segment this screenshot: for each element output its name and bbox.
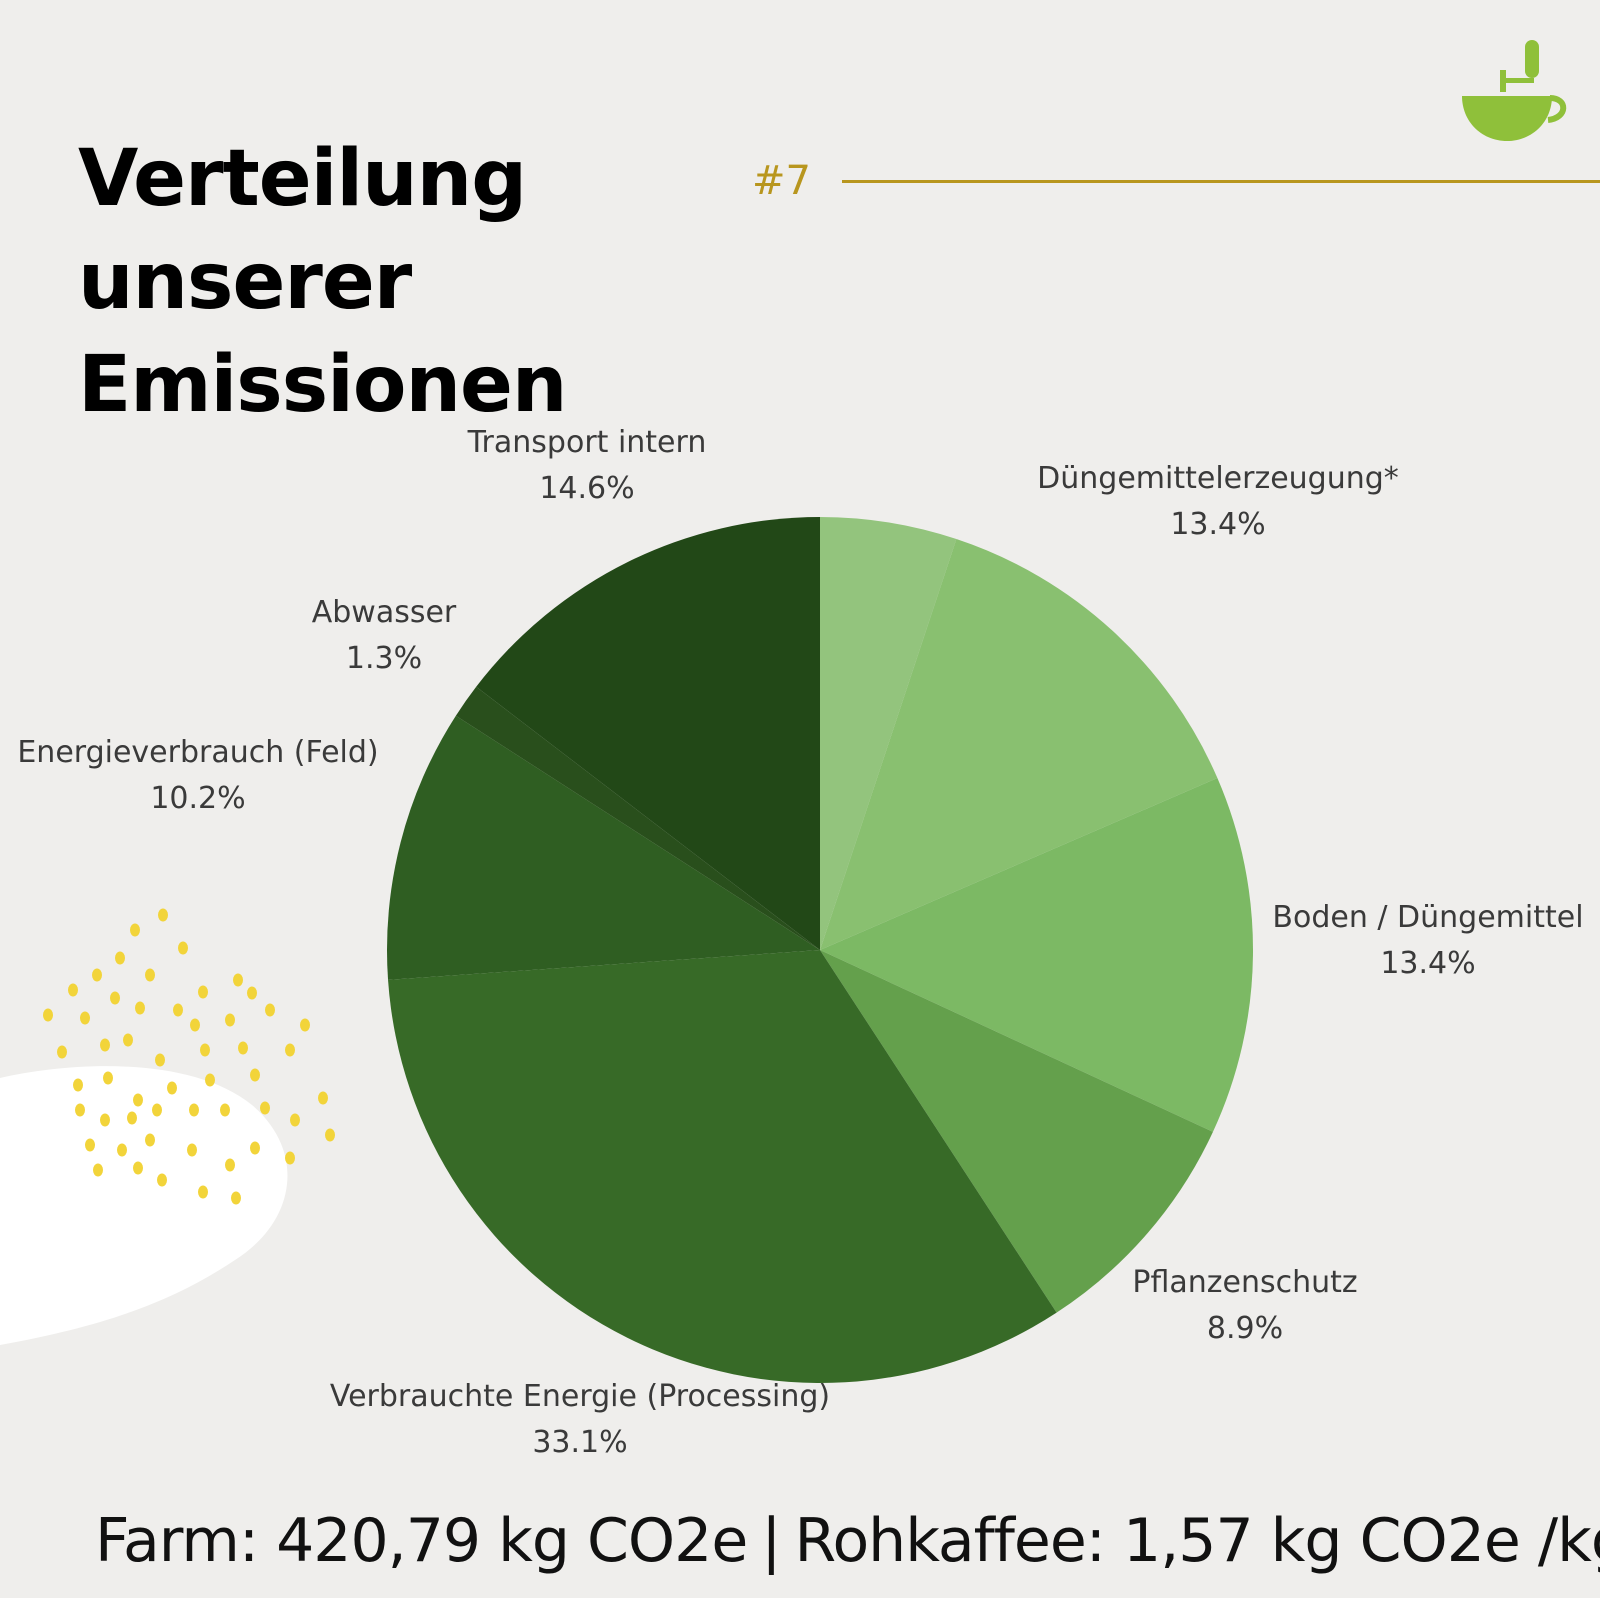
slice-label: Abwasser bbox=[312, 595, 457, 630]
coffee-cup-grinder-icon bbox=[1462, 40, 1567, 141]
yellow-dot bbox=[157, 1173, 167, 1187]
yellow-dot bbox=[75, 1103, 85, 1117]
yellow-dot bbox=[285, 1043, 295, 1057]
footer-rohkaffee: Rohkaffee: 1,57 kg CO2e /kg bbox=[794, 1506, 1600, 1576]
yellow-dot bbox=[123, 1033, 133, 1047]
footer-separator: | bbox=[761, 1506, 781, 1576]
yellow-dot bbox=[145, 1133, 155, 1147]
pie-slices bbox=[387, 517, 1254, 1384]
yellow-dot bbox=[250, 1141, 260, 1155]
yellow-dot bbox=[135, 1001, 145, 1015]
yellow-dot bbox=[325, 1128, 335, 1142]
yellow-dot bbox=[225, 1013, 235, 1027]
slice-value-label: 1.3% bbox=[346, 641, 422, 676]
yellow-dot bbox=[233, 973, 243, 987]
yellow-dot bbox=[300, 1018, 310, 1032]
title-line: Emissionen bbox=[78, 340, 567, 430]
yellow-dot bbox=[158, 908, 168, 922]
yellow-dot bbox=[92, 968, 102, 982]
slide-number: #7 bbox=[752, 158, 811, 204]
yellow-dot bbox=[189, 1103, 199, 1117]
pie-slice bbox=[455, 686, 820, 950]
yellow-dot bbox=[231, 1191, 241, 1205]
yellow-dot bbox=[43, 1008, 53, 1022]
slice-value-label: 13.4% bbox=[1170, 507, 1265, 542]
slice-label: Transport intern bbox=[467, 425, 707, 460]
yellow-dot bbox=[238, 1041, 248, 1055]
yellow-dot bbox=[133, 1161, 143, 1175]
yellow-dot bbox=[110, 991, 120, 1005]
yellow-dot bbox=[265, 1003, 275, 1017]
yellow-dot bbox=[103, 1071, 113, 1085]
pie-slice bbox=[476, 517, 820, 950]
yellow-dot bbox=[187, 1143, 197, 1157]
pie-labels: Düngemittelerzeugung* 13.4% Boden / Düngem… bbox=[17, 425, 1583, 1460]
slice-label: Energieverbrauch (Feld) bbox=[17, 735, 378, 770]
yellow-dot bbox=[198, 985, 208, 999]
slice-value-label: 8.9% bbox=[1207, 1311, 1283, 1346]
yellow-dot bbox=[93, 1163, 103, 1177]
pie-slice bbox=[820, 517, 957, 950]
yellow-dot bbox=[200, 1043, 210, 1057]
title-line: Verteilung bbox=[78, 134, 527, 224]
yellow-dot bbox=[220, 1103, 230, 1117]
yellow-dot bbox=[173, 1003, 183, 1017]
pie-slice bbox=[387, 715, 820, 980]
yellow-dot bbox=[117, 1143, 127, 1157]
white-blob bbox=[0, 1066, 288, 1345]
header-divider bbox=[842, 180, 1600, 183]
yellow-dot bbox=[100, 1038, 110, 1052]
title-line: unserer bbox=[78, 237, 412, 327]
yellow-dot bbox=[152, 1103, 162, 1117]
yellow-dot bbox=[127, 1111, 137, 1125]
yellow-dot bbox=[85, 1138, 95, 1152]
yellow-dots bbox=[43, 908, 335, 1205]
yellow-dot bbox=[285, 1151, 295, 1165]
yellow-dot bbox=[133, 1093, 143, 1107]
slice-label: Pflanzenschutz bbox=[1132, 1265, 1357, 1300]
slice-value-label: 14.6% bbox=[539, 471, 634, 506]
pie-slice bbox=[820, 539, 1218, 950]
yellow-dot bbox=[198, 1185, 208, 1199]
yellow-dot bbox=[247, 986, 257, 1000]
yellow-dot bbox=[100, 1113, 110, 1127]
yellow-dot bbox=[318, 1091, 328, 1105]
yellow-dot bbox=[225, 1158, 235, 1172]
yellow-dot bbox=[57, 1045, 67, 1059]
pie-slice bbox=[388, 950, 1057, 1384]
footer-farm: Farm: 420,79 kg CO2e bbox=[95, 1506, 748, 1576]
yellow-dot bbox=[73, 1078, 83, 1092]
slice-label: Verbrauchte Energie (Processing) bbox=[330, 1379, 830, 1414]
yellow-dot bbox=[155, 1053, 165, 1067]
page-title: Verteilung unserer Emissionen bbox=[78, 128, 567, 437]
yellow-dot bbox=[130, 923, 140, 937]
yellow-dot bbox=[68, 983, 78, 997]
yellow-dot bbox=[290, 1113, 300, 1127]
yellow-dot bbox=[260, 1101, 270, 1115]
yellow-dot bbox=[178, 941, 188, 955]
pie-slice bbox=[820, 950, 1213, 1313]
slice-value-label: 13.4% bbox=[1380, 946, 1475, 981]
slice-value-label: 33.1% bbox=[532, 1425, 627, 1460]
footer-summary: Farm: 420,79 kg CO2e | Rohkaffee: 1,57 kg … bbox=[95, 1506, 1600, 1576]
slice-label: Düngemittelerzeugung* bbox=[1037, 461, 1399, 496]
slice-label: Boden / Düngemittel bbox=[1272, 900, 1583, 935]
slice-value-label: 10.2% bbox=[150, 781, 245, 816]
yellow-dot bbox=[167, 1081, 177, 1095]
yellow-dot bbox=[250, 1068, 260, 1082]
yellow-dot bbox=[80, 1011, 90, 1025]
yellow-dot bbox=[115, 951, 125, 965]
yellow-dot bbox=[145, 968, 155, 982]
yellow-dot bbox=[205, 1073, 215, 1087]
pie-slice bbox=[820, 778, 1254, 1132]
yellow-dot bbox=[190, 1018, 200, 1032]
